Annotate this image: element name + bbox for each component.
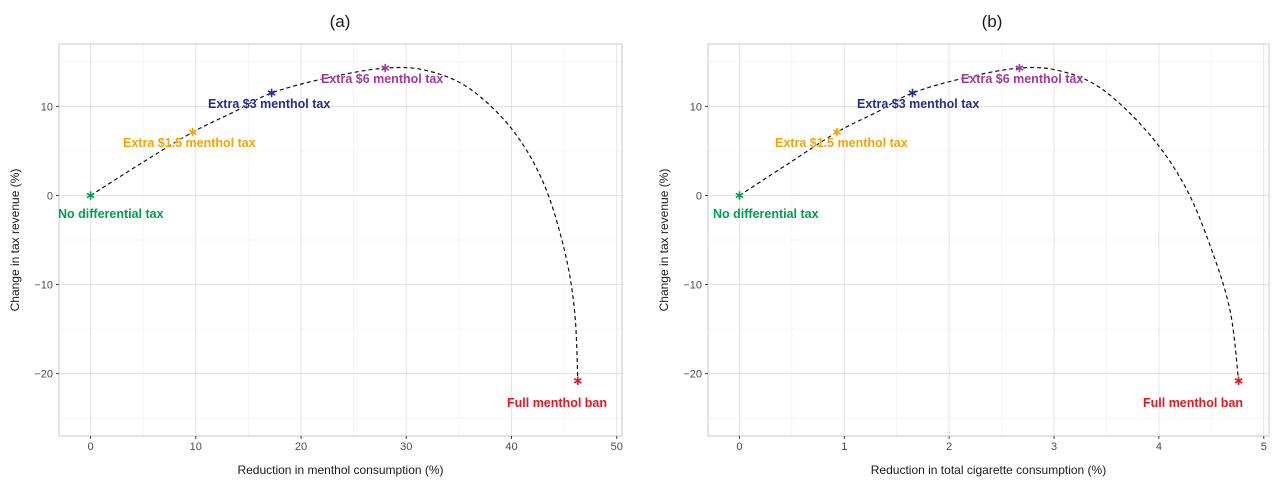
x-tick-label: 2 [946,441,952,453]
x-tick-label: 20 [295,441,307,453]
policy-label: Extra $1.5 menthol tax [775,136,908,150]
policy-label: Extra $6 menthol tax [961,72,1083,86]
chart-a-svg: 0 10 20 30 40 50 −20 −10 0 10 Reduction in menthol… [8,12,623,477]
x-tick-label: 0 [88,441,94,453]
policy-label: Extra $3 menthol tax [208,97,330,111]
policy-point [832,128,841,137]
frontier-curve [739,66,1240,381]
policy-point [908,88,917,98]
chart-b-svg: 0 1 2 3 4 5 −20 −10 0 10 Reduction in total cigare… [657,12,1270,477]
policy-label: Full menthol ban [507,396,607,410]
x-tick-label: 5 [1261,441,1267,453]
policy-point [1234,376,1243,385]
x-tick-label: 30 [400,441,412,453]
panel-title: (a) [330,12,351,31]
y-axis-label: Change in tax revenue (%) [8,169,22,312]
policy-point [735,191,744,200]
y-tick-label: −20 [34,369,53,381]
x-tick-label: 4 [1156,441,1162,453]
plot-frame [707,43,1270,437]
y-tick-label: 10 [41,101,53,113]
y-tick-label: 10 [690,101,702,113]
policy-label: Extra $3 menthol tax [857,97,979,111]
x-tick-label: 50 [611,441,623,453]
y-tick-label: −20 [683,369,702,381]
policy-label: Full menthol ban [1143,396,1243,410]
policy-label: Extra $6 menthol tax [321,72,443,86]
policy-point [573,376,582,385]
x-tick-label: 10 [190,441,202,453]
policy-point [188,128,197,137]
policy-point [86,191,95,200]
plot-frame [58,43,623,437]
chart-panel-b: 0 1 2 3 4 5 −20 −10 0 10 Reduction in total cigare… [652,0,1275,481]
x-axis-label: Reduction in total cigarette consumption… [871,463,1106,477]
y-tick-label: 0 [47,190,53,202]
y-tick-label: −10 [683,280,702,292]
x-tick-label: 3 [1051,441,1057,453]
x-tick-label: 1 [841,441,847,453]
policy-point [381,63,390,73]
y-tick-label: 0 [696,190,702,202]
x-tick-label: 40 [505,441,517,453]
policy-label: No differential tax [713,207,819,221]
y-tick-label: −10 [34,280,53,292]
policy-point [267,88,276,98]
y-axis-label: Change in tax revenue (%) [657,169,671,312]
policy-label: Extra $1.5 menthol tax [123,136,256,150]
chart-panel-a: 0 10 20 30 40 50 −20 −10 0 10 Reduction in menthol… [0,0,637,481]
x-axis-label: Reduction in menthol consumption (%) [237,463,443,477]
policy-point [1015,63,1024,73]
x-tick-label: 0 [736,441,742,453]
panel-title: (b) [982,12,1003,31]
frontier-curve [90,66,579,381]
policy-label: No differential tax [58,207,164,221]
